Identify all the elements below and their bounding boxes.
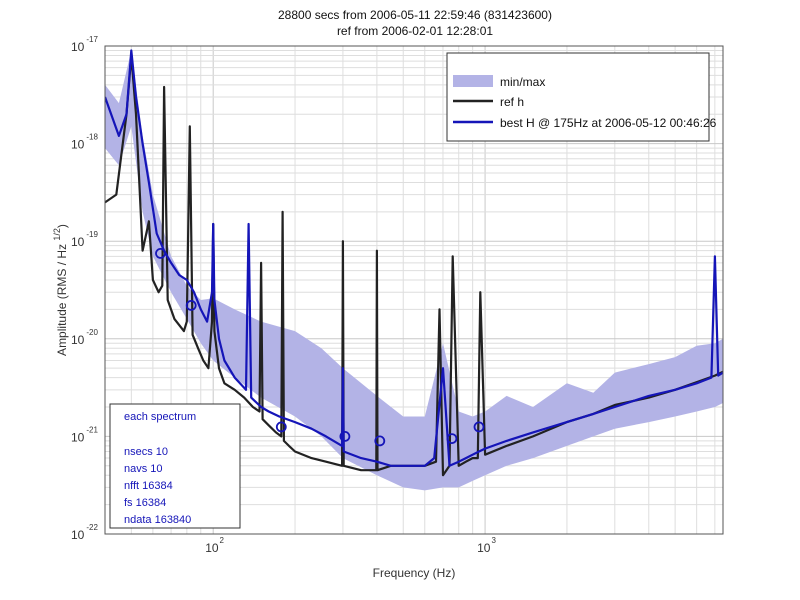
y-axis-label-main: Amplitude (RMS / Hz <box>55 241 69 356</box>
x-tick-base: 10 <box>205 541 219 555</box>
x-axis-label: Frequency (Hz) <box>373 566 456 580</box>
y-tick-base: 10 <box>71 430 85 444</box>
y-tick-exponent: -21 <box>86 425 98 434</box>
y-tick-label: 10-20 <box>71 328 98 347</box>
y-tick-exponent: -22 <box>86 523 98 532</box>
best-h-marker <box>374 435 386 447</box>
y-tick-base: 10 <box>71 40 85 54</box>
y-tick-exponent: -17 <box>86 35 98 44</box>
best-h-line <box>105 49 723 467</box>
best-h-marker <box>185 299 197 311</box>
series-lines-layer <box>105 49 723 477</box>
x-tick-label: 102 <box>205 536 224 555</box>
info-box: each spectrum nsecs 10 navs 10 nfft 1638… <box>109 403 241 529</box>
y-tick-label: 10-21 <box>71 425 98 444</box>
best-h-marker <box>155 247 166 259</box>
y-tick-label: 10-18 <box>71 133 98 152</box>
y-tick-exponent: -19 <box>86 230 98 239</box>
x-tick-exponent: 2 <box>220 536 225 545</box>
y-tick-exponent: -20 <box>86 328 98 337</box>
y-axis-label-sup: 1/2 <box>52 228 62 241</box>
x-tick-exponent: 3 <box>491 536 496 545</box>
x-tick-base: 10 <box>477 541 491 555</box>
best-h-marker <box>275 421 287 433</box>
y-tick-base: 10 <box>71 333 85 347</box>
y-tick-exponent: -18 <box>86 133 98 142</box>
best-h-marker <box>473 421 485 433</box>
y-tick-label: 10-17 <box>71 35 98 54</box>
y-tick-label: 10-22 <box>71 523 98 542</box>
x-tick-label: 103 <box>477 536 496 555</box>
info-line-fs: fs 16384 <box>124 497 166 509</box>
legend-box <box>446 52 710 142</box>
y-tick-base: 10 <box>71 138 85 152</box>
y-axis-label: Amplitude (RMS / Hz 1/2) <box>52 224 69 356</box>
plot-frame <box>104 45 724 535</box>
y-tick-label: 10-19 <box>71 230 98 249</box>
y-tick-base: 10 <box>71 235 85 249</box>
ref-h-line <box>105 54 723 477</box>
info-box-frame <box>109 403 241 529</box>
info-line-nsecs: nsecs 10 <box>124 446 168 458</box>
info-line-header: each spectrum <box>124 411 196 423</box>
legend: min/max ref h best H @ 175Hz at 2006-05-… <box>446 52 717 142</box>
best-h-marker <box>339 430 351 442</box>
legend-swatch-minmax <box>453 75 493 87</box>
legend-label-best-h: best H @ 175Hz at 2006-05-12 00:46:26 <box>500 116 717 130</box>
markers-layer <box>155 247 485 447</box>
y-tick-base: 10 <box>71 528 85 542</box>
legend-label-minmax: min/max <box>500 75 545 89</box>
info-line-navs: navs 10 <box>124 463 163 475</box>
y-axis-label-close: ) <box>55 224 69 228</box>
best-h-marker <box>446 433 458 445</box>
legend-label-ref-h: ref h <box>500 95 524 109</box>
info-line-nfft: nfft 16384 <box>124 480 173 492</box>
chart-title-line2: ref from 2006-02-01 12:28:01 <box>337 24 493 38</box>
chart-title-line1: 28800 secs from 2006-05-11 22:59:46 (831… <box>278 8 552 22</box>
info-line-ndata: ndata 163840 <box>124 514 191 526</box>
